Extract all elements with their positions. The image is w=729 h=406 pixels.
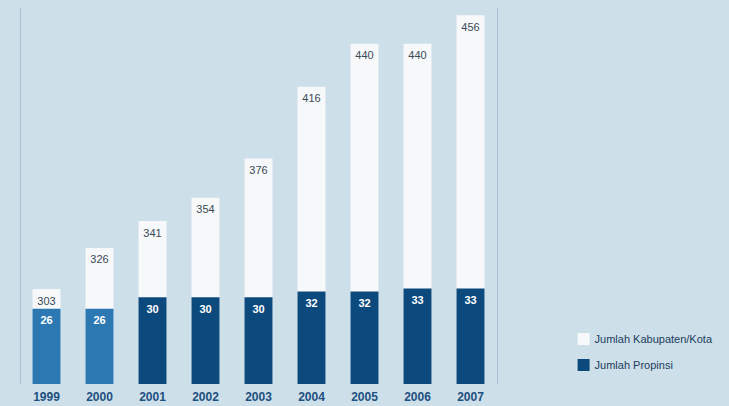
svg-text:2003: 2003 [245, 390, 272, 404]
svg-text:416: 416 [302, 92, 320, 104]
svg-text:Jumlah Propinsi: Jumlah Propinsi [595, 359, 673, 371]
svg-text:33: 33 [464, 294, 476, 306]
svg-text:26: 26 [93, 314, 105, 326]
svg-text:2000: 2000 [86, 390, 113, 404]
svg-text:303: 303 [37, 295, 55, 307]
svg-text:376: 376 [249, 164, 267, 176]
svg-text:30: 30 [199, 303, 211, 315]
svg-text:30: 30 [252, 303, 264, 315]
svg-text:2007: 2007 [457, 390, 484, 404]
svg-text:30: 30 [146, 303, 158, 315]
svg-text:2006: 2006 [404, 390, 431, 404]
svg-text:440: 440 [408, 49, 426, 61]
svg-text:2002: 2002 [192, 390, 219, 404]
svg-text:2001: 2001 [139, 390, 166, 404]
svg-text:32: 32 [358, 297, 370, 309]
svg-text:354: 354 [196, 203, 214, 215]
svg-text:326: 326 [90, 253, 108, 265]
svg-text:2005: 2005 [351, 390, 378, 404]
svg-text:33: 33 [411, 294, 423, 306]
svg-text:1999: 1999 [33, 390, 60, 404]
svg-text:Jumlah Kabupaten/Kota: Jumlah Kabupaten/Kota [595, 333, 713, 345]
svg-text:456: 456 [461, 21, 479, 33]
svg-text:2004: 2004 [298, 390, 325, 404]
svg-text:32: 32 [305, 297, 317, 309]
svg-text:440: 440 [355, 49, 373, 61]
svg-text:341: 341 [143, 227, 161, 239]
svg-text:26: 26 [40, 314, 52, 326]
